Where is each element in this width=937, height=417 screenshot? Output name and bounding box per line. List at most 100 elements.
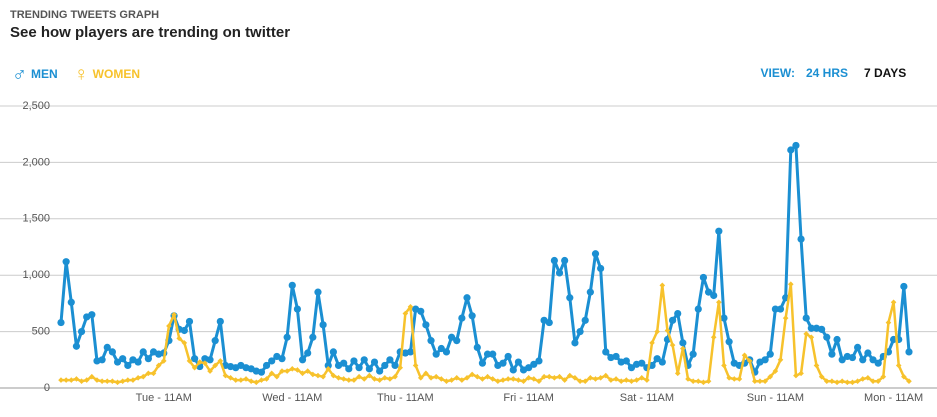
point: [509, 366, 517, 374]
point: [217, 358, 224, 364]
point: [212, 362, 218, 369]
point: [854, 378, 861, 385]
point: [448, 377, 455, 383]
point: [181, 340, 188, 346]
point: [284, 368, 290, 374]
point: [319, 321, 327, 329]
point: [483, 350, 492, 358]
point: [567, 372, 573, 379]
series-line: [59, 143, 911, 374]
point: [125, 377, 131, 383]
point: [793, 372, 799, 379]
point: [690, 378, 696, 385]
point: [397, 364, 403, 371]
point: [525, 375, 532, 381]
point: [94, 377, 100, 383]
point: [191, 355, 199, 363]
point: [268, 370, 275, 377]
point: [468, 312, 476, 320]
y-tick-label: 1,000: [22, 269, 50, 281]
point: [253, 379, 260, 386]
point: [704, 288, 713, 296]
point: [89, 373, 95, 380]
point: [417, 375, 424, 381]
point: [443, 378, 450, 385]
point: [731, 376, 738, 382]
point: [469, 371, 475, 378]
chart-title: TRENDING TWEETS GRAPH: [10, 9, 159, 21]
point: [458, 314, 466, 322]
point: [608, 377, 614, 383]
point: [772, 368, 779, 374]
point: [592, 376, 599, 382]
point: [376, 377, 383, 383]
point: [104, 378, 111, 385]
point: [58, 377, 64, 383]
point: [531, 376, 537, 382]
point: [833, 335, 841, 344]
point: [520, 378, 527, 385]
series-line: [61, 282, 910, 384]
point: [803, 331, 810, 337]
point: [351, 377, 357, 383]
point: [391, 361, 399, 370]
point: [320, 373, 326, 380]
point: [654, 328, 660, 335]
point: [849, 379, 856, 386]
point: [114, 379, 121, 386]
point: [417, 307, 425, 315]
y-tick-label: 0: [44, 382, 50, 394]
point: [355, 364, 363, 372]
point: [602, 348, 610, 356]
point: [602, 372, 609, 379]
point: [447, 333, 456, 341]
point: [638, 375, 645, 381]
point: [428, 375, 434, 381]
point: [870, 378, 876, 385]
view-option[interactable]: 7 DAYS: [864, 66, 906, 80]
point: [387, 376, 393, 382]
point: [587, 375, 594, 381]
point: [550, 256, 558, 265]
point: [736, 376, 743, 382]
point: [515, 377, 522, 383]
point: [437, 344, 445, 353]
point: [185, 317, 194, 326]
point: [304, 349, 312, 357]
point: [68, 377, 75, 383]
point: [541, 373, 547, 380]
point: [108, 348, 116, 356]
point: [423, 370, 429, 377]
point: [130, 377, 136, 383]
point: [622, 357, 630, 365]
point: [807, 324, 815, 332]
point: [556, 373, 563, 380]
point: [427, 337, 435, 345]
point: [77, 328, 86, 336]
point: [243, 376, 249, 382]
point: [808, 334, 815, 341]
point: [848, 353, 857, 362]
point: [489, 350, 497, 358]
point: [859, 356, 867, 364]
y-tick-label: 500: [32, 326, 50, 338]
point: [340, 376, 347, 382]
point: [150, 370, 157, 377]
point: [67, 298, 75, 306]
point: [376, 367, 384, 375]
point: [818, 373, 825, 380]
chart-subtitle: See how players are trending on twitter: [10, 24, 290, 41]
point: [433, 373, 439, 380]
point: [674, 309, 682, 318]
point: [762, 378, 768, 385]
point: [160, 358, 167, 364]
point: [864, 349, 872, 357]
x-tick-label: Sat - 11AM: [620, 392, 674, 404]
point: [211, 337, 219, 345]
point: [644, 377, 650, 383]
point: [57, 318, 65, 327]
view-option[interactable]: 24 HRS: [806, 66, 848, 80]
point: [314, 288, 322, 296]
point: [834, 379, 840, 386]
